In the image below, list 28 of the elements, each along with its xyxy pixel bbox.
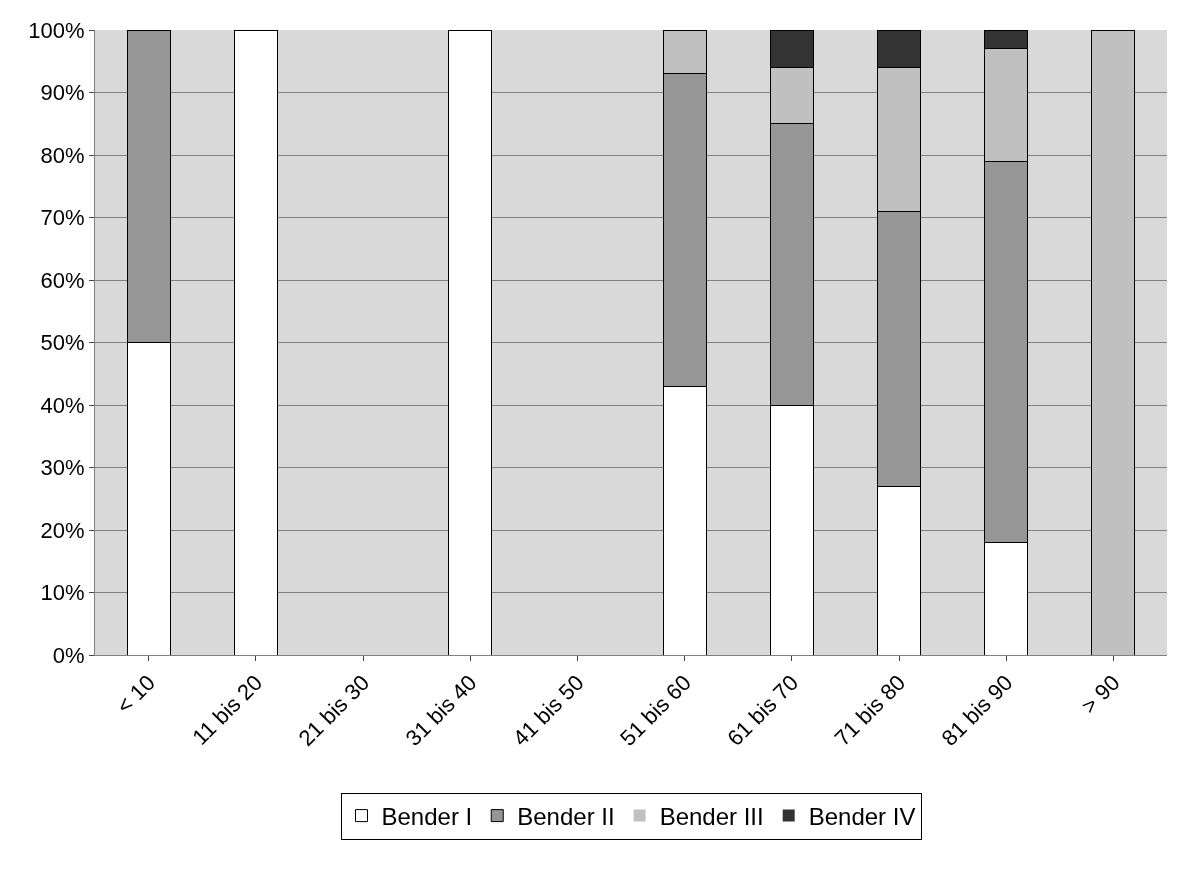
bar xyxy=(233,30,278,655)
x-tick-label: 51 bis 60 xyxy=(615,670,696,751)
x-tick-label: < 10 xyxy=(111,670,160,719)
y-tick-label: 20% xyxy=(40,517,85,543)
bar xyxy=(1091,30,1136,655)
y-tick-label: 70% xyxy=(40,205,85,231)
legend-label: Bender II xyxy=(517,802,615,830)
x-tick-label: 81 bis 90 xyxy=(936,670,1018,751)
x-tick-label: 41 bis 50 xyxy=(507,670,589,751)
y-tick-label: 80% xyxy=(40,142,85,168)
y-tick-label: 30% xyxy=(40,455,85,481)
x-tick-label: 31 bis 40 xyxy=(400,670,482,751)
bar xyxy=(448,30,493,655)
x-tick-label: 71 bis 80 xyxy=(829,670,911,751)
x-tick-label: 61 bis 70 xyxy=(722,670,804,751)
y-tick-label: 10% xyxy=(40,580,85,606)
legend-label: Bender I xyxy=(381,802,473,830)
legend-label: Bender III xyxy=(659,802,764,830)
y-tick-label: 90% xyxy=(40,80,85,106)
x-tick-label: > 90 xyxy=(1076,670,1125,719)
y-tick-label: 100% xyxy=(28,17,85,43)
y-tick-label: 0% xyxy=(52,642,85,668)
y-tick-label: 50% xyxy=(40,330,85,356)
x-tick-label: 11 bis 20 xyxy=(187,670,268,750)
legend-label: Bender IV xyxy=(808,802,916,830)
y-tick-label: 40% xyxy=(40,392,85,418)
x-tick-label: 21 bis 30 xyxy=(293,670,375,751)
y-tick-label: 60% xyxy=(40,267,85,293)
